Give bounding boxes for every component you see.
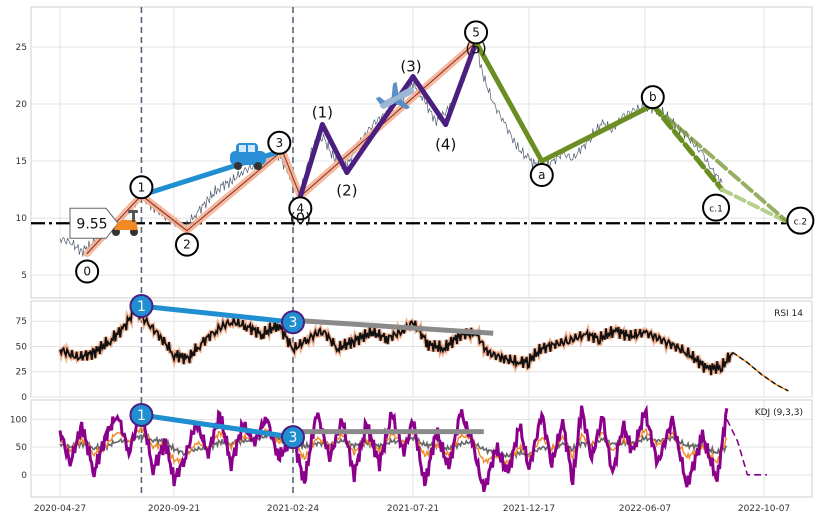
correction-forecast-segment [720,187,791,225]
kdj-trend-label: 1 [137,408,146,424]
subwave-label: (1) [312,104,333,122]
wave-label: c.1 [709,205,723,215]
rsi-y-tick-label: 25 [16,368,27,378]
kdj-trend-label: 3 [289,430,298,446]
kdj-trend-line [141,412,294,440]
wave-label-circle [529,163,554,188]
wave-label-circle [464,20,489,45]
subwave-label: (0) [290,209,311,227]
car-icon [230,143,266,170]
wave-label: 3 [276,136,284,150]
wave-label-circle [702,193,731,222]
rsi-panel-label: RSI 14 [774,309,803,319]
price-y-tick-label: 20 [16,100,28,110]
subwave-segment [319,122,350,175]
price-y-tick-label: 25 [16,43,27,53]
price-panel-frame [30,6,813,299]
wave-label: a [538,168,545,182]
wave-label: 4 [297,201,305,215]
subwave-label: (4) [435,136,456,154]
wave-label: 0 [83,264,91,278]
kdj-j-line [58,404,729,493]
subwave-segment [297,122,325,199]
rsi-forecast-line [732,351,789,392]
subwave-segment [443,39,479,128]
wave-label-circle [786,206,815,235]
x-tick-label: 2021-12-17 [503,504,555,514]
x-tick-label: 2020-09-21 [148,504,200,514]
subwave-label: (5) [465,39,486,57]
wave-label-circle [288,196,313,221]
kdj-y-tick-label: 0 [21,471,27,481]
correction-segment [473,39,545,164]
x-tick-label: 2022-06-07 [619,504,671,514]
x-tick-label: 2022-10-07 [738,504,790,514]
wave-label: b [649,90,657,104]
impulse-wave-thin [299,41,477,197]
airplane-icon [375,81,415,110]
correction-segment [539,102,656,164]
wave-label: 1 [138,180,146,194]
price-y-tick-label: 10 [16,214,28,224]
wave-label: 2 [183,238,191,252]
wave-label-circle [75,259,100,284]
price-y-tick-label: 5 [21,271,27,281]
rsi-trend-point [129,294,154,319]
x-tick-label: 2021-07-21 [387,504,439,514]
correction-forecast-segment [650,103,791,225]
rsi-y-tick-label: 75 [16,317,27,327]
impulse-wave-thin [281,150,301,197]
impulse-wave-thin [140,194,188,232]
kdj-d-line [59,432,728,462]
subwave-label: (2) [336,181,357,199]
price-y-tick-label: 15 [16,157,27,167]
rsi-y-tick-label: 0 [21,393,27,403]
impulse-wave-thin [186,150,283,232]
x-tick-label: 2021-02-24 [267,504,320,514]
rsi-trend-line [141,303,294,325]
kdj-y-tick-label: 50 [16,443,28,453]
wave-label-circle [174,232,199,257]
reference-label: 9.55 [76,216,107,232]
rsi-line [59,307,734,376]
rsi-trend-label: 1 [137,299,146,315]
correction-segment [650,102,725,193]
subwave-segment [410,74,449,128]
wave-label-circle [640,85,665,110]
kdj-panel-label: KDJ (9,3,3) [755,408,803,418]
subwave-label: (3) [400,58,421,76]
rsi-trend-label: 3 [289,315,298,331]
kdj-y-tick-label: 100 [10,415,27,425]
rsi-trend-point [281,310,305,335]
wave-label-circle [267,130,292,155]
kdj-trend-point [129,402,154,427]
wave-label: c.2 [794,218,808,228]
wave-label: 5 [472,25,480,39]
scooter-icon [112,210,138,236]
rsi-trend-extension [292,317,494,336]
kdj-forecast-line [726,419,767,476]
reference-label-box [69,207,119,239]
kdj-trend-point [281,425,305,450]
wave-label-circle [129,175,154,200]
rsi-y-tick-label: 50 [16,342,28,352]
x-tick-label: 2020-04-27 [34,504,86,514]
